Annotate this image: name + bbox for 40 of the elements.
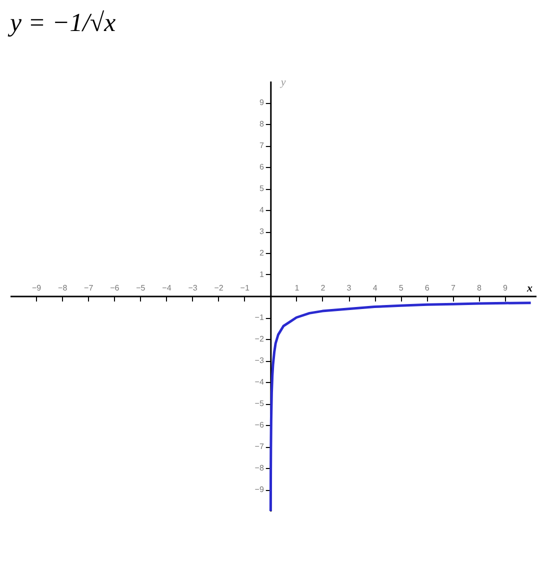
x-tick-label: −7 bbox=[84, 284, 94, 292]
x-tick-label: −3 bbox=[188, 284, 198, 292]
x-axis-title: x bbox=[526, 282, 533, 294]
x-tick-label: 2 bbox=[320, 284, 326, 292]
y-tick-label: −6 bbox=[254, 420, 264, 430]
y-tick-label: 5 bbox=[259, 184, 264, 193]
x-tick-label: −2 bbox=[214, 284, 224, 292]
x-tick-label: −4 bbox=[162, 284, 172, 292]
y-tick-label: −5 bbox=[254, 399, 264, 408]
y-tick-label: 3 bbox=[259, 227, 264, 236]
x-tick-label: −6 bbox=[110, 284, 120, 292]
y-tick-label: 2 bbox=[259, 248, 264, 258]
x-tick-label: 6 bbox=[424, 284, 430, 292]
x-tick-label: 5 bbox=[398, 284, 404, 292]
x-tick-label: 8 bbox=[476, 284, 482, 292]
y-tick-label: 7 bbox=[259, 141, 264, 150]
x-tick-label: −1 bbox=[240, 284, 250, 292]
y-tick-label: −3 bbox=[254, 356, 264, 365]
x-tick-label: 7 bbox=[450, 284, 456, 292]
x-tick-label: 4 bbox=[372, 284, 378, 292]
x-tick-label: 3 bbox=[346, 284, 352, 292]
y-axis-title: y bbox=[280, 76, 286, 88]
y-tick-label: 6 bbox=[259, 162, 264, 172]
x-tick-label: 1 bbox=[294, 284, 300, 292]
x-tick-label: −5 bbox=[136, 284, 146, 292]
y-tick-label: −4 bbox=[254, 378, 264, 386]
y-tick-label: 8 bbox=[259, 120, 264, 128]
y-tick-label: 4 bbox=[259, 206, 264, 214]
x-tick-label: −9 bbox=[32, 284, 42, 292]
line-series bbox=[269, 302, 532, 511]
x-tick-label: −8 bbox=[58, 284, 68, 292]
y-tick-label: −9 bbox=[254, 485, 264, 494]
y-tick-label: −7 bbox=[254, 442, 264, 451]
y-tick-label: −8 bbox=[254, 464, 264, 472]
y-tick-label: −1 bbox=[254, 313, 264, 322]
chart-title: y = −1/√x bbox=[7, 8, 116, 37]
y-tick-label: 1 bbox=[259, 270, 264, 279]
x-tick-label: 9 bbox=[503, 284, 508, 292]
y-tick-label: −2 bbox=[254, 334, 264, 344]
y-tick-label: 9 bbox=[259, 98, 264, 107]
